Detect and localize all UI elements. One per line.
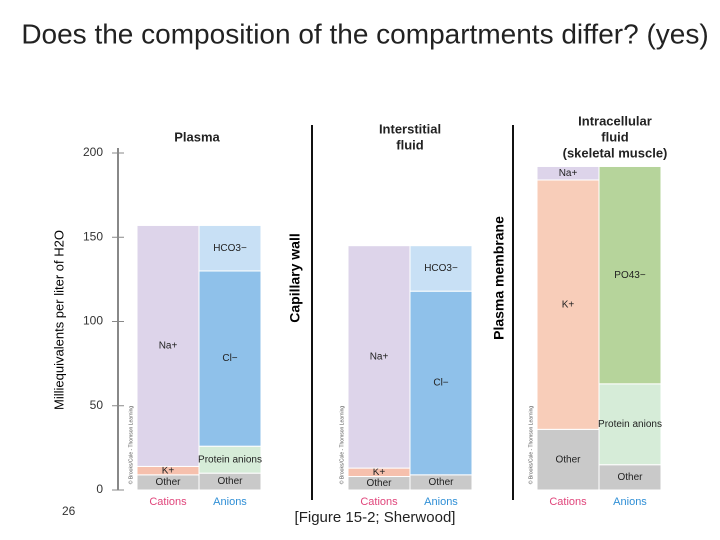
y-axis-label: Milliequivalents per liter of H2O xyxy=(51,230,66,410)
segment-label: Other xyxy=(428,477,454,488)
segment-label: Protein anions xyxy=(198,454,262,465)
y-tick-label: 100 xyxy=(83,314,103,328)
y-tick-label: 200 xyxy=(83,145,103,159)
panel-title: Plasma xyxy=(174,129,220,144)
bar-segment xyxy=(409,245,473,292)
bar-segment xyxy=(198,445,262,474)
page-number: 26 xyxy=(62,504,76,518)
segment-label: K+ xyxy=(373,467,386,478)
x-tick-label: Cations xyxy=(360,496,398,508)
credit: © Brooks/Cole - Thomson Learning xyxy=(338,406,345,485)
bar-segment xyxy=(198,270,262,447)
bar-segment xyxy=(598,165,662,385)
segment-label: Na+ xyxy=(159,341,178,352)
divider-label: Plasma membrane xyxy=(491,216,507,340)
segment-label: Cl− xyxy=(222,353,237,364)
bar-segment xyxy=(536,428,600,491)
segment-label: PO43− xyxy=(614,270,646,281)
segment-label: Other xyxy=(555,454,581,465)
x-tick-label: Anions xyxy=(213,496,247,508)
bar-segment xyxy=(198,224,262,272)
y-tick-label: 150 xyxy=(83,229,103,243)
segment-label: HCO3− xyxy=(424,263,458,274)
segment-label: Na+ xyxy=(559,168,578,179)
segment-label: K+ xyxy=(162,465,175,476)
slide-title: Does the composition of the compartments… xyxy=(21,18,708,49)
y-tick-label: 0 xyxy=(96,482,103,496)
bar-segment xyxy=(598,464,662,491)
divider-label: Capillary wall xyxy=(287,233,303,322)
x-tick-label: Cations xyxy=(549,496,587,508)
segment-label: Cl− xyxy=(433,378,448,389)
panel-title: Interstitial xyxy=(379,121,441,136)
segment-label: Na+ xyxy=(370,352,389,363)
segment-label: Other xyxy=(617,472,643,483)
bar-segment xyxy=(536,179,600,430)
segment-label: Other xyxy=(217,476,243,487)
segment-label: Other xyxy=(366,478,392,489)
bar-segment xyxy=(347,245,411,469)
bar-segment xyxy=(598,383,662,466)
panel-title: fluid xyxy=(396,137,423,152)
segment-label: K+ xyxy=(562,299,575,310)
segment-label: Other xyxy=(155,477,181,488)
x-tick-label: Cations xyxy=(149,496,187,508)
segment-label: HCO3− xyxy=(213,243,247,254)
segment-label: Protein anions xyxy=(598,419,662,430)
bar-segment xyxy=(409,290,473,476)
panel-title: Intracellular xyxy=(578,113,652,128)
bar-segment xyxy=(136,224,200,467)
credit: © Brooks/Cole - Thomson Learning xyxy=(527,406,534,485)
y-tick-label: 50 xyxy=(90,398,104,412)
credit: © Brooks/Cole - Thomson Learning xyxy=(127,406,134,485)
x-tick-label: Anions xyxy=(613,496,647,508)
panel-title: fluid xyxy=(601,129,628,144)
caption: [Figure 15-2; Sherwood] xyxy=(295,509,456,526)
x-tick-label: Anions xyxy=(424,496,458,508)
panel-title: (skeletal muscle) xyxy=(563,145,668,160)
